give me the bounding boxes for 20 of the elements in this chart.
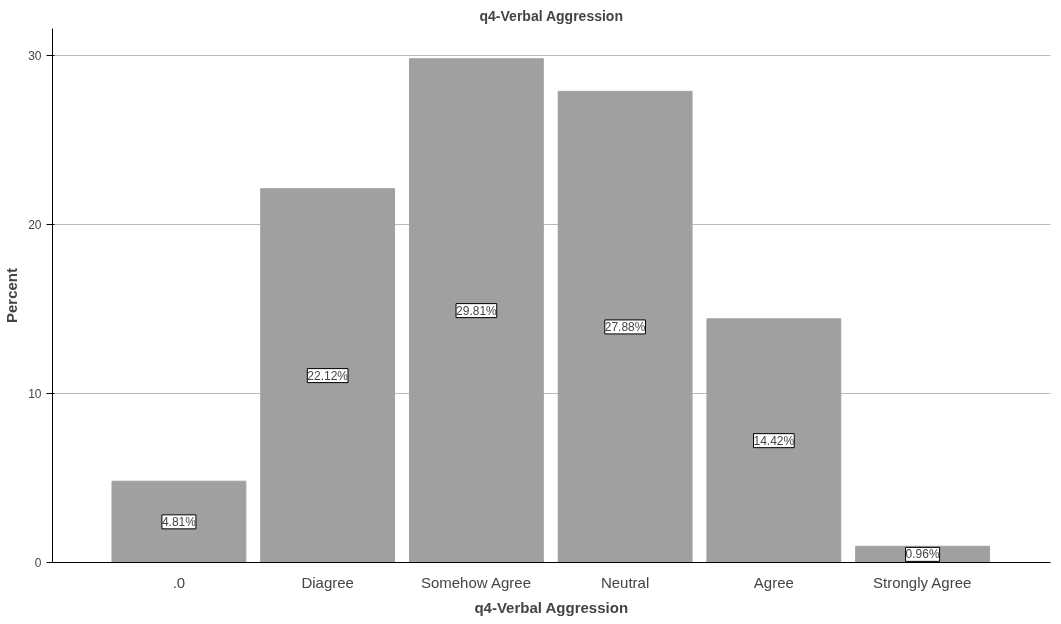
x-tick-label: Neutral (600, 573, 650, 591)
bar (408, 58, 544, 563)
x-tick-label: Strongly Agree (872, 573, 972, 591)
x-tick-label: .0 (172, 573, 186, 591)
x-axis-title: q4-Verbal Aggression (474, 598, 629, 616)
bar (557, 90, 693, 563)
bar (260, 188, 396, 563)
bar (706, 318, 842, 563)
y-tick-label: 0 (34, 556, 42, 570)
x-tick-label: Somehow Agree (420, 573, 532, 591)
y-tick-label: 20 (28, 218, 42, 233)
y-axis-title: Percent (3, 267, 21, 324)
y-tick-label: 30 (28, 49, 42, 64)
bar (111, 480, 247, 563)
y-tick-label: 10 (28, 387, 42, 402)
x-tick-label: Diagree (301, 573, 354, 591)
data-label: 27.88% (604, 319, 646, 334)
data-label: 14.42% (753, 433, 795, 448)
chart-title: q4-Verbal Aggression (479, 7, 623, 24)
x-tick-label: Agree (753, 573, 794, 591)
